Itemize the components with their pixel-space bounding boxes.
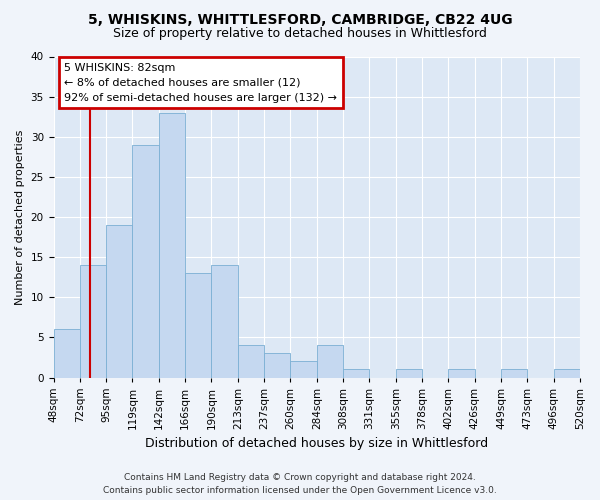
Text: Size of property relative to detached houses in Whittlesford: Size of property relative to detached ho…: [113, 28, 487, 40]
Bar: [159, 112, 185, 378]
Bar: [211, 265, 238, 378]
Bar: [317, 346, 343, 378]
Bar: [343, 370, 370, 378]
Bar: [80, 265, 106, 378]
Bar: [396, 370, 422, 378]
Bar: [185, 273, 211, 378]
Bar: [448, 370, 475, 378]
Bar: [501, 370, 527, 378]
Bar: [554, 370, 580, 378]
Y-axis label: Number of detached properties: Number of detached properties: [15, 130, 25, 304]
Text: 5 WHISKINS: 82sqm
← 8% of detached houses are smaller (12)
92% of semi-detached : 5 WHISKINS: 82sqm ← 8% of detached house…: [64, 63, 337, 102]
Bar: [106, 225, 133, 378]
Bar: [238, 346, 264, 378]
Text: 5, WHISKINS, WHITTLESFORD, CAMBRIDGE, CB22 4UG: 5, WHISKINS, WHITTLESFORD, CAMBRIDGE, CB…: [88, 12, 512, 26]
Bar: [264, 354, 290, 378]
Bar: [290, 362, 317, 378]
Text: Contains HM Land Registry data © Crown copyright and database right 2024.
Contai: Contains HM Land Registry data © Crown c…: [103, 474, 497, 495]
X-axis label: Distribution of detached houses by size in Whittlesford: Distribution of detached houses by size …: [145, 437, 488, 450]
Bar: [53, 330, 80, 378]
Bar: [133, 145, 159, 378]
